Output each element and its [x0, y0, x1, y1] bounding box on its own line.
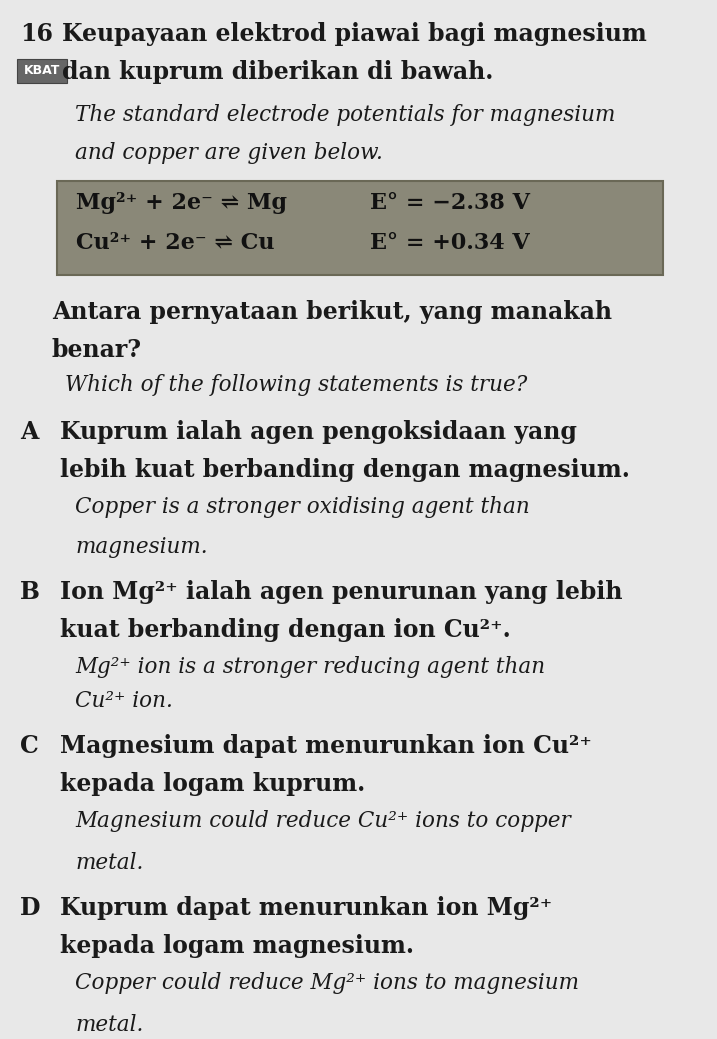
- Text: Copper could reduce Mg²⁺ ions to magnesium: Copper could reduce Mg²⁺ ions to magnesi…: [75, 973, 579, 994]
- Text: Mg²⁺ + 2e⁻ ⇌ Mg: Mg²⁺ + 2e⁻ ⇌ Mg: [76, 192, 287, 214]
- Text: kuat berbanding dengan ion Cu²⁺.: kuat berbanding dengan ion Cu²⁺.: [60, 618, 511, 642]
- Text: Which of the following statements is true?: Which of the following statements is tru…: [65, 374, 527, 396]
- Text: Copper is a stronger oxidising agent than: Copper is a stronger oxidising agent tha…: [75, 496, 530, 518]
- Text: KBAT: KBAT: [24, 64, 60, 78]
- Text: Cu²⁺ + 2e⁻ ⇌ Cu: Cu²⁺ + 2e⁻ ⇌ Cu: [76, 232, 275, 254]
- Text: E° = −2.38 V: E° = −2.38 V: [370, 192, 530, 214]
- Text: D: D: [20, 896, 40, 920]
- Text: lebih kuat berbanding dengan magnesium.: lebih kuat berbanding dengan magnesium.: [60, 458, 630, 482]
- Text: 16: 16: [20, 22, 53, 46]
- Text: Kuprum ialah agen pengoksidaan yang: Kuprum ialah agen pengoksidaan yang: [60, 420, 577, 444]
- Text: C: C: [20, 734, 39, 758]
- Text: Keupayaan elektrod piawai bagi magnesium: Keupayaan elektrod piawai bagi magnesium: [62, 22, 647, 46]
- Text: A: A: [20, 420, 39, 444]
- Text: Ion Mg²⁺ ialah agen penurunan yang lebih: Ion Mg²⁺ ialah agen penurunan yang lebih: [60, 580, 622, 604]
- Text: Antara pernyataan berikut, yang manakah: Antara pernyataan berikut, yang manakah: [52, 300, 612, 324]
- Text: and copper are given below.: and copper are given below.: [75, 142, 383, 164]
- Text: kepada logam magnesium.: kepada logam magnesium.: [60, 934, 414, 958]
- FancyBboxPatch shape: [17, 59, 67, 83]
- Text: E° = +0.34 V: E° = +0.34 V: [370, 232, 530, 254]
- Text: kepada logam kuprum.: kepada logam kuprum.: [60, 772, 365, 796]
- Text: benar?: benar?: [52, 338, 142, 362]
- Text: B: B: [20, 580, 40, 604]
- Text: magnesium.: magnesium.: [75, 536, 208, 558]
- Text: metal.: metal.: [75, 852, 143, 874]
- Text: Cu²⁺ ion.: Cu²⁺ ion.: [75, 690, 173, 712]
- Text: metal.: metal.: [75, 1014, 143, 1036]
- Text: dan kuprum diberikan di bawah.: dan kuprum diberikan di bawah.: [62, 60, 493, 84]
- Text: The standard electrode potentials for magnesium: The standard electrode potentials for ma…: [75, 104, 615, 126]
- Text: Mg²⁺ ion is a stronger reducing agent than: Mg²⁺ ion is a stronger reducing agent th…: [75, 656, 545, 678]
- Text: Magnesium dapat menurunkan ion Cu²⁺: Magnesium dapat menurunkan ion Cu²⁺: [60, 734, 592, 758]
- Text: Magnesium could reduce Cu²⁺ ions to copper: Magnesium could reduce Cu²⁺ ions to copp…: [75, 810, 571, 832]
- FancyBboxPatch shape: [57, 181, 663, 275]
- Text: Kuprum dapat menurunkan ion Mg²⁺: Kuprum dapat menurunkan ion Mg²⁺: [60, 896, 552, 920]
